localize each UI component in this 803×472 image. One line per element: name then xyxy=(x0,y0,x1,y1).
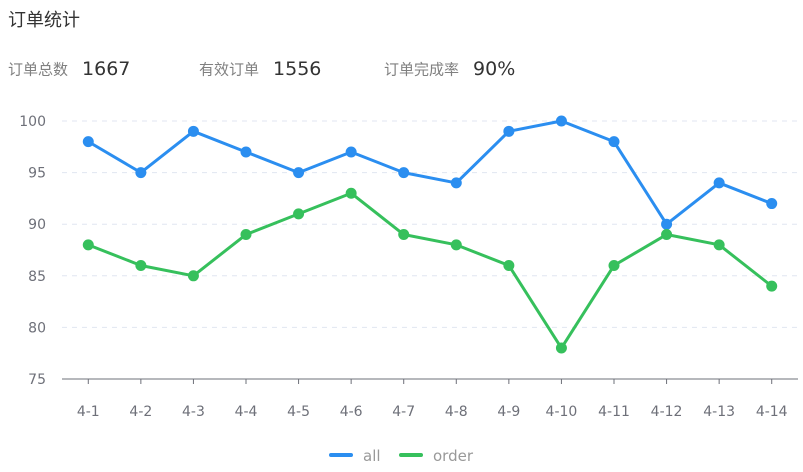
data-point-all xyxy=(555,115,567,127)
stat-completion-rate-label: 订单完成率 xyxy=(384,60,460,79)
stat-valid-orders-value: 1556 xyxy=(273,58,322,80)
x-tick-label: 4-7 xyxy=(392,404,415,420)
x-tick-label: 4-1 xyxy=(77,404,100,420)
y-tick-label: 95 xyxy=(28,166,46,182)
data-point-all xyxy=(398,167,410,179)
data-point-order xyxy=(503,259,515,271)
x-tick-label: 4-12 xyxy=(651,404,683,420)
x-tick-label: 4-2 xyxy=(129,404,152,420)
data-point-order xyxy=(713,239,725,251)
data-point-order xyxy=(450,239,462,251)
data-point-order xyxy=(293,208,305,220)
y-tick-label: 75 xyxy=(28,372,46,388)
line-chart: 75 80 85 90 95 100 4-1 4-2 4-3 4-4 4-5 4-6 4-7 4-8 4-9… xyxy=(19,114,798,465)
data-point-all xyxy=(450,177,462,189)
series-line-all xyxy=(86,119,774,226)
stat-completion-rate-value: 90% xyxy=(473,58,516,80)
data-point-order xyxy=(555,342,567,354)
x-tick-label: 4-4 xyxy=(235,404,258,420)
chart-title: 订单统计 xyxy=(8,10,80,31)
y-tick-label: 85 xyxy=(28,269,46,285)
data-point-all xyxy=(345,146,357,158)
y-tick-label: 100 xyxy=(19,114,46,130)
x-tick-label: 4-9 xyxy=(497,404,520,420)
data-point-order xyxy=(187,270,199,282)
data-point-order xyxy=(345,187,357,199)
x-tick-label: 4-11 xyxy=(598,404,630,420)
x-tick-label: 4-13 xyxy=(703,404,735,420)
data-point-all xyxy=(766,198,778,210)
data-point-order xyxy=(240,229,252,241)
legend-label-all: all xyxy=(363,447,381,465)
x-tick-label: 4-10 xyxy=(546,404,578,420)
x-tick-label: 4-8 xyxy=(445,404,468,420)
data-point-order xyxy=(608,259,620,271)
stat-total-orders: 订单总数 1667 xyxy=(8,58,130,80)
data-point-all xyxy=(293,167,305,179)
data-point-order xyxy=(398,229,410,241)
data-point-all xyxy=(82,136,94,148)
x-tick-label: 4-14 xyxy=(756,404,788,420)
stat-valid-orders: 有效订单 1556 xyxy=(199,58,321,80)
stat-total-orders-label: 订单总数 xyxy=(8,60,69,79)
data-point-order xyxy=(766,280,778,292)
x-tick-label: 4-5 xyxy=(287,404,310,420)
data-point-order xyxy=(135,259,147,271)
data-point-all xyxy=(503,125,515,137)
data-point-all xyxy=(661,218,673,230)
series-line-order xyxy=(86,191,774,350)
stat-completion-rate: 订单完成率 90% xyxy=(384,58,515,80)
stat-total-orders-value: 1667 xyxy=(82,58,131,80)
y-tick-label: 90 xyxy=(28,217,46,233)
x-tick-label: 4-6 xyxy=(340,404,363,420)
data-point-all xyxy=(240,146,252,158)
data-point-all xyxy=(608,136,620,148)
legend-label-order: order xyxy=(433,447,474,465)
stat-valid-orders-label: 有效订单 xyxy=(199,60,260,79)
stats-summary: 订单总数 1667 有效订单 1556 订单完成率 90% xyxy=(8,58,798,88)
y-tick-label: 80 xyxy=(28,320,46,336)
data-point-order xyxy=(661,229,673,241)
data-point-all xyxy=(187,125,199,137)
data-point-all xyxy=(135,167,147,179)
data-point-all xyxy=(713,177,725,189)
data-point-order xyxy=(82,239,94,251)
x-tick-label: 4-3 xyxy=(182,404,205,420)
